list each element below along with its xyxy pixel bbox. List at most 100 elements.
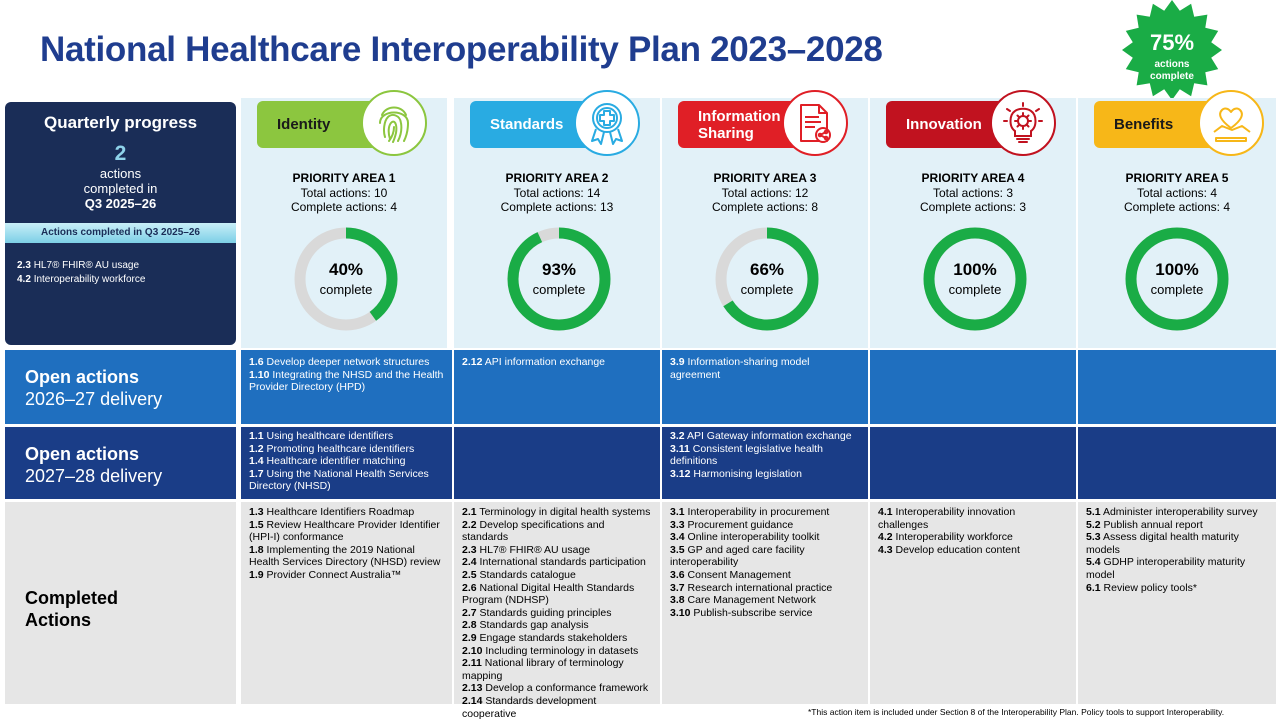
area-total: Total actions: 4 — [1136, 186, 1218, 200]
donut-percent: 100% — [953, 260, 997, 279]
cell-completed-area3: 3.1 Interoperability in procurement 3.3 … — [662, 502, 868, 704]
donut-chart: 100% complete — [1122, 224, 1232, 334]
quarterly-band: Actions completed in Q3 2025–26 — [5, 223, 236, 243]
cell-completed-area1: 1.3 Healthcare Identifiers Roadmap 1.5 R… — [241, 502, 452, 704]
priority-area-1: Identity PRIORITY AREA 1 Total actions: … — [241, 90, 447, 348]
cell-2027-area5 — [1078, 427, 1276, 499]
list-item: 3.6 Consent Management — [670, 568, 791, 581]
list-item: 3.10 Publish-subscribe service — [670, 606, 813, 619]
quarterly-desc: actions completed in — [83, 166, 158, 196]
list-item: 5.3 Assess digital health maturity model… — [1086, 531, 1239, 556]
cell-completed-area4: 4.1 Interoperability innovation challeng… — [870, 502, 1076, 704]
list-item: 5.2 Publish annual report — [1086, 518, 1203, 531]
donut-percent: 66% — [749, 260, 785, 279]
list-item: 1.10 Integrating the NHSD and the Health… — [249, 368, 444, 394]
list-item: 2.13 Develop a conformance framework — [462, 682, 649, 695]
list-item: 3.2 API Gateway information exchange — [670, 430, 852, 442]
list-item: 5.4 GDHP interoperability maturity model — [1086, 556, 1246, 581]
document-share-icon — [782, 90, 848, 156]
list-item: 4.2 Interoperability workforce — [17, 274, 146, 285]
area-heading: PRIORITY AREA 1 — [292, 171, 396, 185]
quarterly-title: Quarterly progress — [43, 113, 198, 132]
list-item: 2.3 HL7® FHIR® AU usage — [462, 543, 591, 556]
list-item: 2.12 API information exchange — [462, 356, 606, 368]
donut-chart: 100% complete — [920, 224, 1030, 334]
donut-chart: 93% complete — [504, 224, 614, 334]
row-label-completed: Completed Actions — [5, 502, 236, 704]
starburst-shape — [1122, 0, 1222, 100]
area-total: Total actions: 12 — [721, 186, 809, 200]
fingerprint-icon — [361, 90, 427, 156]
list-item: 2.7 Standards guiding principles — [462, 606, 612, 619]
page-title: National Healthcare Interoperability Pla… — [40, 30, 883, 69]
list-item: 3.5 GP and aged care facility interopera… — [670, 543, 805, 569]
list-item: 3.9 Information-sharing model agreement — [670, 356, 810, 381]
list-item: 1.5 Review Healthcare Provider Identifie… — [249, 518, 440, 544]
heart-hands-icon — [1198, 90, 1264, 156]
cell-2026-area1: 1.6 Develop deeper network structures 1.… — [241, 350, 452, 424]
area-total: Total actions: 14 — [513, 186, 601, 200]
cell-2027-area1: 1.1 Using healthcare identifiers 1.2 Pro… — [241, 427, 452, 499]
list-item: 6.1 Review policy tools* — [1086, 581, 1197, 594]
list-item: 3.11 Consistent legislative health defin… — [670, 442, 823, 468]
footnote: *This action item is included under Sect… — [808, 707, 1225, 717]
cell-2026-area3: 3.9 Information-sharing model agreement — [662, 350, 868, 424]
donut-progress-arc — [923, 227, 1027, 331]
donut-chart: 40% complete — [291, 224, 401, 334]
area-complete: Complete actions: 4 — [1123, 200, 1231, 214]
donut-progress-arc — [1125, 227, 1229, 331]
priority-area-3: Information Sharing PRIORITY AREA 3 Total… — [662, 90, 868, 348]
donut-label: complete — [740, 282, 794, 297]
medical-badge-icon — [574, 90, 640, 156]
list-item: 1.8 Implementing the 2019 National Healt… — [249, 543, 441, 569]
list-item: 1.9 Provider Connect Australia™ — [249, 568, 402, 581]
area-heading: PRIORITY AREA 2 — [505, 171, 609, 185]
list-item: 5.1 Administer interoperability survey — [1086, 506, 1258, 518]
donut-label: complete — [1150, 282, 1204, 297]
donut-percent: 93% — [541, 260, 577, 279]
list-item: 2.14 Standards development cooperative — [462, 694, 597, 720]
list-item: 2.2 Develop specifications and standards — [462, 518, 605, 544]
quarterly-count: 2 — [114, 142, 127, 165]
donut-label: complete — [532, 282, 586, 297]
progress-badge: 75% actions complete — [1116, 0, 1228, 102]
list-item: 4.2 Interoperability workforce — [878, 531, 1013, 544]
list-item: 2.9 Engage standards stakeholders — [462, 631, 628, 644]
area-complete: Complete actions: 4 — [290, 200, 398, 214]
area-complete: Complete actions: 3 — [919, 200, 1027, 214]
list-item: 1.3 Healthcare Identifiers Roadmap — [249, 506, 415, 518]
priority-area-5: Benefits PRIORITY AREA 5 Total actions: … — [1078, 90, 1276, 348]
list-item: 2.6 National Digital Health Standards Pr… — [462, 581, 635, 607]
donut-percent: 40% — [328, 260, 364, 279]
list-item: 2.5 Standards catalogue — [462, 568, 576, 581]
area-complete: Complete actions: 13 — [500, 200, 614, 214]
list-item: 3.7 Research international practice — [670, 581, 833, 594]
priority-area-2: Standards PRIORITY AREA 2 Total actions:… — [454, 90, 660, 348]
cell-completed-area2: 2.1 Terminology in digital health system… — [454, 502, 660, 720]
cell-2027-area3: 3.2 API Gateway information exchange 3.1… — [662, 427, 868, 499]
list-item: 3.3 Procurement guidance — [670, 518, 794, 531]
list-item: 1.6 Develop deeper network structures — [249, 356, 430, 368]
list-item: 3.12 Harmonising legislation — [670, 467, 802, 480]
list-item: 1.2 Promoting healthcare identifiers — [249, 442, 415, 455]
list-item: 1.1 Using healthcare identifiers — [249, 430, 394, 442]
row-label-2027: Open actions 2027–28 delivery — [5, 427, 236, 499]
list-item: 2.10 Including terminology in datasets — [462, 644, 639, 657]
cell-2027-area4 — [870, 427, 1076, 499]
list-item: 2.1 Terminology in digital health system… — [462, 506, 651, 518]
donut-chart: 66% complete — [712, 224, 822, 334]
cell-2027-area2 — [454, 427, 660, 499]
list-item: 3.1 Interoperability in procurement — [670, 506, 830, 518]
cell-2026-area2: 2.12 API information exchange — [454, 350, 660, 424]
list-item: 4.3 Develop education content — [878, 543, 1020, 556]
donut-label: complete — [948, 282, 1002, 297]
quarterly-progress-panel: Quarterly progress 2 actions completed in… — [5, 102, 236, 345]
quarterly-quarter: Q3 2025–26 — [84, 196, 157, 211]
badge-percent: 75% — [1149, 30, 1195, 55]
donut-progress-arc — [507, 227, 611, 331]
donut-label: complete — [319, 282, 373, 297]
area-heading: PRIORITY AREA 3 — [713, 171, 817, 185]
cell-2026-area4 — [870, 350, 1076, 424]
list-item: 1.4 Healthcare identifier matching — [249, 455, 406, 468]
area-total: Total actions: 10 — [300, 186, 388, 200]
